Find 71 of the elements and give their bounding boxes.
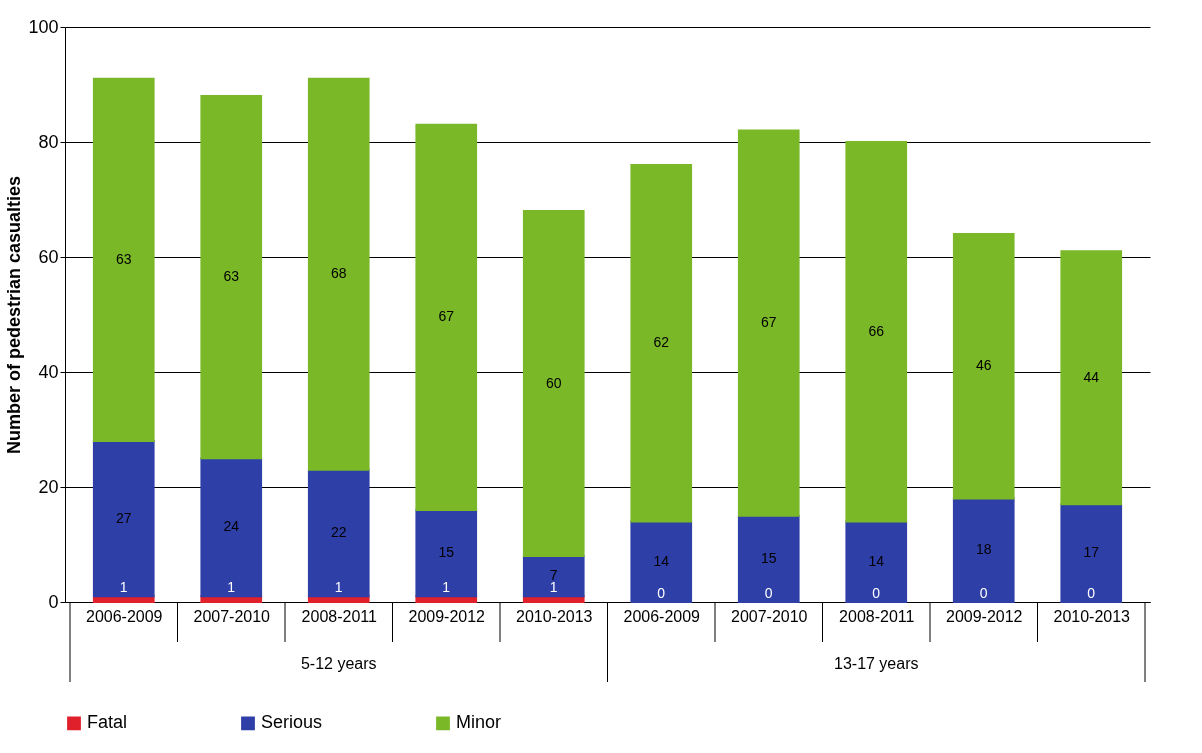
bar (630, 520, 693, 603)
data-label: 67 (438, 308, 455, 325)
x-tick-label: 2006-2009 (85, 607, 163, 625)
x-tick-label: 2007-2010 (193, 607, 271, 625)
data-label: 14 (653, 552, 670, 569)
bar (1060, 250, 1123, 506)
bar (845, 141, 908, 523)
x-tick-label: 2008-2011 (301, 607, 378, 625)
text: 13-17 years (834, 655, 919, 672)
data-label: 27 (115, 509, 132, 526)
data-label: 0 (1087, 585, 1096, 601)
data-label: 60 (545, 374, 562, 391)
bar (92, 77, 155, 442)
data-label: 0 (979, 585, 988, 601)
data-label: 18 (975, 541, 992, 558)
x-tick-label: 2006-2009 (623, 607, 701, 625)
data-label: 1 (549, 579, 558, 596)
bar (200, 457, 263, 598)
legend-label: Serious (261, 712, 323, 733)
bar (522, 555, 585, 598)
data-label: 63 (115, 250, 132, 267)
text: 5-12 years (300, 655, 377, 672)
y-tick-label: 100 (28, 16, 59, 37)
data-label: 15 (438, 544, 455, 561)
bar (737, 514, 800, 603)
bar (1060, 503, 1123, 603)
data-label: 63 (223, 268, 240, 285)
x-tick-label: 2009-2012 (408, 607, 486, 625)
x-tick-label: 2010-2013 (515, 607, 593, 625)
data-label: 0 (872, 585, 881, 601)
x-tick-label: 2010-2013 (1053, 607, 1131, 625)
data-label: 67 (760, 314, 777, 331)
x-tick-label: 2007-2010 (730, 607, 808, 625)
bar (307, 468, 370, 598)
data-label: 1 (119, 579, 128, 596)
y-tick-label: 40 (38, 361, 59, 382)
data-label: 0 (657, 585, 666, 601)
data-label: 0 (764, 585, 773, 601)
data-label: 1 (334, 579, 343, 596)
y-tick-label: 60 (38, 246, 59, 267)
bar (200, 95, 263, 460)
y-tick-label: 80 (38, 131, 59, 152)
data-label: 15 (760, 549, 777, 566)
bar (92, 440, 155, 598)
data-label: 68 (330, 265, 347, 282)
y-axis-title: Number of pedestrian casualties (4, 175, 25, 455)
x-tick-label: 2009-2012 (945, 607, 1023, 625)
data-label: 1 (442, 579, 451, 596)
legend-label: Minor (456, 712, 502, 733)
y-tick-label: 20 (38, 476, 59, 497)
bar (952, 233, 1015, 500)
data-label: 22 (330, 524, 347, 540)
bar (522, 210, 585, 557)
bar (845, 520, 908, 603)
data-label: 66 (868, 322, 885, 339)
bar (307, 77, 370, 471)
y-tick-label: 0 (48, 591, 59, 612)
bar (737, 129, 800, 517)
bar (415, 123, 478, 511)
legend-label: Fatal (87, 712, 128, 733)
data-label: 62 (653, 334, 670, 351)
data-label: 17 (1083, 544, 1100, 561)
data-label: 1 (227, 579, 236, 596)
x-tick-label: 2008-2011 (839, 607, 915, 625)
data-label: 24 (223, 518, 240, 535)
bar (952, 497, 1015, 603)
bar (630, 164, 693, 523)
data-label: 14 (868, 552, 885, 569)
bar (415, 509, 478, 598)
data-label: 44 (1083, 368, 1100, 385)
data-label: 46 (975, 357, 992, 374)
